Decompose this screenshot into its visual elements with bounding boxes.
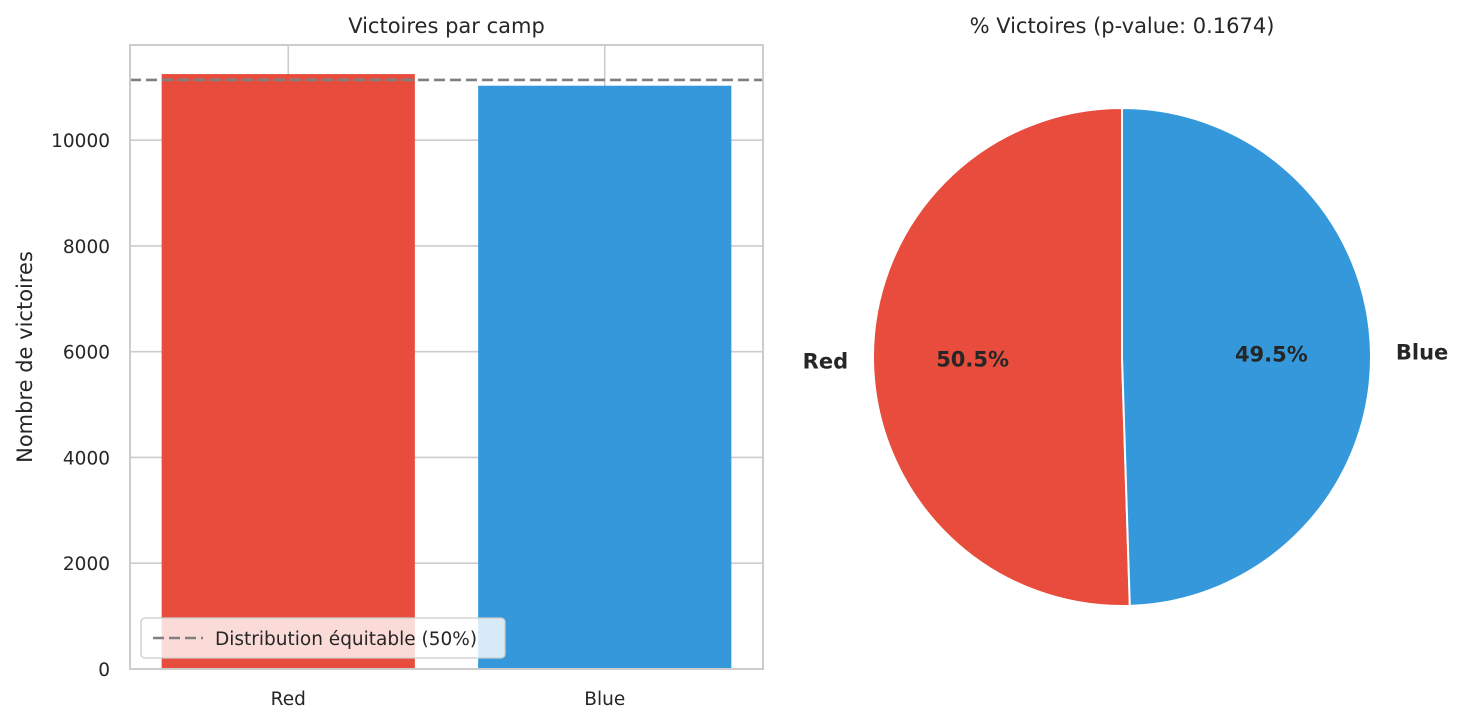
bar-red — [161, 74, 415, 670]
y-tick-label-1: 2000 — [63, 554, 110, 575]
y-tick-label-2: 4000 — [63, 448, 110, 469]
pie-chart-panel: % Victoires (p-value: 0.1674) 50.5% Red 49… — [803, 14, 1449, 607]
bar-chart-title: Victoires par camp — [348, 14, 545, 38]
pie-slice-blue — [1121, 106, 1372, 607]
bar-x-tick-labels: Red Blue — [271, 689, 626, 710]
bar-series — [161, 74, 732, 670]
x-tick-label-red: Red — [271, 689, 306, 710]
pie-labels: 50.5% Red 49.5% Blue — [803, 341, 1449, 374]
legend-entry-label: Distribution équitable (50%) — [215, 629, 477, 650]
y-tick-label-3: 6000 — [63, 343, 110, 364]
pie-chart-title: % Victoires (p-value: 0.1674) — [970, 14, 1275, 38]
pie-slice-red — [872, 106, 1131, 607]
pie-label-blue: Blue — [1396, 341, 1448, 365]
pie-slices — [872, 106, 1372, 607]
bar-chart-panel: 0 2000 4000 6000 8000 10000 Red Blue Victoires… — [13, 14, 764, 710]
bar-y-axis-label: Nombre de victoires — [13, 251, 37, 463]
x-tick-label-blue: Blue — [584, 689, 625, 710]
pie-percent-blue: 49.5% — [1235, 343, 1308, 367]
pie-label-red: Red — [803, 349, 848, 373]
legend-box — [140, 617, 506, 659]
bar-plot-frame — [129, 44, 764, 670]
pie-percent-red: 50.5% — [936, 347, 1009, 371]
bar-blue — [478, 85, 732, 670]
bar-y-tick-labels: 0 2000 4000 6000 8000 10000 — [51, 131, 110, 681]
y-tick-label-5: 10000 — [51, 131, 110, 152]
legend: Distribution équitable (50%) — [140, 617, 506, 659]
y-tick-label-0: 0 — [98, 660, 110, 681]
y-tick-label-4: 8000 — [63, 237, 110, 258]
